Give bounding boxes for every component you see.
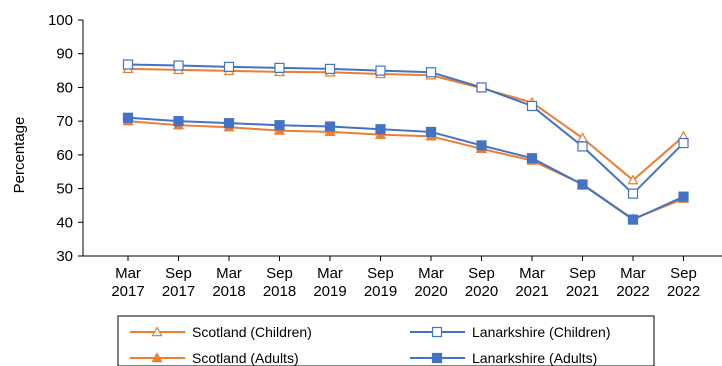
legend: Scotland (Children) Lanarkshire (Children…: [117, 315, 655, 366]
x-tick-label-year: 2020: [414, 283, 447, 300]
x-tick-label-year: 2022: [667, 283, 700, 300]
chart-axes: [78, 19, 722, 261]
x-tick-label-month: Mar: [418, 265, 444, 282]
data-point: [324, 121, 336, 132]
x-tick-label-year: 2019: [364, 283, 397, 300]
series-1: [122, 59, 689, 199]
x-tick-label-month: Mar: [519, 265, 545, 282]
series-3: [122, 112, 689, 225]
x-tick-label-year: 2017: [111, 283, 144, 300]
data-point: [223, 118, 235, 129]
y-tick-label: 80: [56, 79, 73, 96]
x-tick-label-month: Sep: [670, 265, 697, 282]
legend-label: Scotland (Children): [192, 324, 312, 340]
legend-marker: [431, 352, 443, 364]
x-tick-label-year: 2017: [162, 283, 195, 300]
data-point: [425, 126, 437, 138]
y-tick-label: 50: [56, 181, 73, 198]
x-tick-label-month: Mar: [620, 265, 646, 282]
data-point: [122, 59, 134, 70]
legend-marker: [431, 326, 443, 338]
data-point: [678, 191, 689, 202]
legend-box: [117, 315, 655, 366]
data-point: [476, 140, 487, 151]
y-tick-labels: 30 40 50 60 70 80 90 100: [48, 12, 73, 265]
data-point: [173, 60, 184, 71]
legend-label: Lanarkshire (Children): [472, 324, 611, 340]
series-2: [122, 115, 690, 224]
series-line: [127, 67, 685, 182]
data-point: [577, 179, 588, 190]
series-line: [127, 120, 684, 221]
y-tick-label: 70: [56, 113, 73, 130]
x-tick-label-year: 2018: [212, 283, 245, 300]
x-tick-label-year: 2021: [566, 283, 599, 300]
y-tick-label: 40: [56, 214, 73, 231]
x-tick-label-year: 2018: [263, 283, 296, 300]
data-point: [223, 61, 235, 72]
data-point: [627, 188, 639, 199]
legend-label: Scotland (Adults): [192, 350, 299, 366]
x-tick-label-year: 2022: [616, 283, 649, 300]
legend-item: Scotland (Adults): [130, 350, 299, 366]
data-point: [274, 62, 285, 73]
data-point: [678, 137, 689, 149]
series-line: [127, 116, 684, 221]
data-point: [375, 65, 386, 76]
series-line: [127, 63, 685, 196]
x-tick-label-month: Sep: [165, 265, 192, 282]
y-tick-label: 100: [48, 12, 73, 29]
data-point: [274, 120, 285, 131]
y-tick-label: 90: [56, 46, 73, 63]
data-point: [324, 63, 336, 74]
data-point: [375, 124, 386, 135]
x-tick-label-year: 2020: [465, 283, 498, 300]
x-tick-label-month: Sep: [266, 265, 293, 282]
data-point: [627, 174, 639, 185]
x-tick-label-month: Sep: [367, 265, 394, 282]
x-tick-label-month: Mar: [317, 265, 343, 282]
x-tick-labels: Mar2017Sep2017Mar2018Sep2018Mar2019Sep20…: [111, 265, 700, 300]
data-point: [526, 153, 538, 164]
legend-item: Lanarkshire (Children): [410, 324, 611, 340]
data-point: [425, 67, 437, 78]
x-tick-label-year: 2021: [515, 283, 548, 300]
x-tick-label-month: Sep: [569, 265, 596, 282]
legend-marker: [151, 326, 163, 337]
y-tick-label: 60: [56, 147, 73, 164]
data-point: [526, 100, 538, 112]
x-tick-label-month: Mar: [216, 265, 242, 282]
data-point: [173, 116, 184, 127]
x-tick-label-year: 2019: [313, 283, 346, 300]
data-point: [122, 112, 134, 123]
legend-label: Lanarkshire (Adults): [472, 350, 597, 366]
data-point: [577, 141, 588, 152]
data-point: [476, 82, 487, 93]
x-tick-label-month: Mar: [115, 265, 141, 282]
legend-marker: [151, 352, 163, 363]
series-group: [122, 59, 690, 225]
x-tick-label-month: Sep: [468, 265, 495, 282]
legend-item: Lanarkshire (Adults): [410, 350, 597, 366]
legend-item: Scotland (Children): [130, 324, 312, 340]
y-tick-label: 30: [56, 248, 73, 265]
data-point: [627, 214, 639, 225]
y-axis-label: Percentage: [11, 117, 28, 194]
